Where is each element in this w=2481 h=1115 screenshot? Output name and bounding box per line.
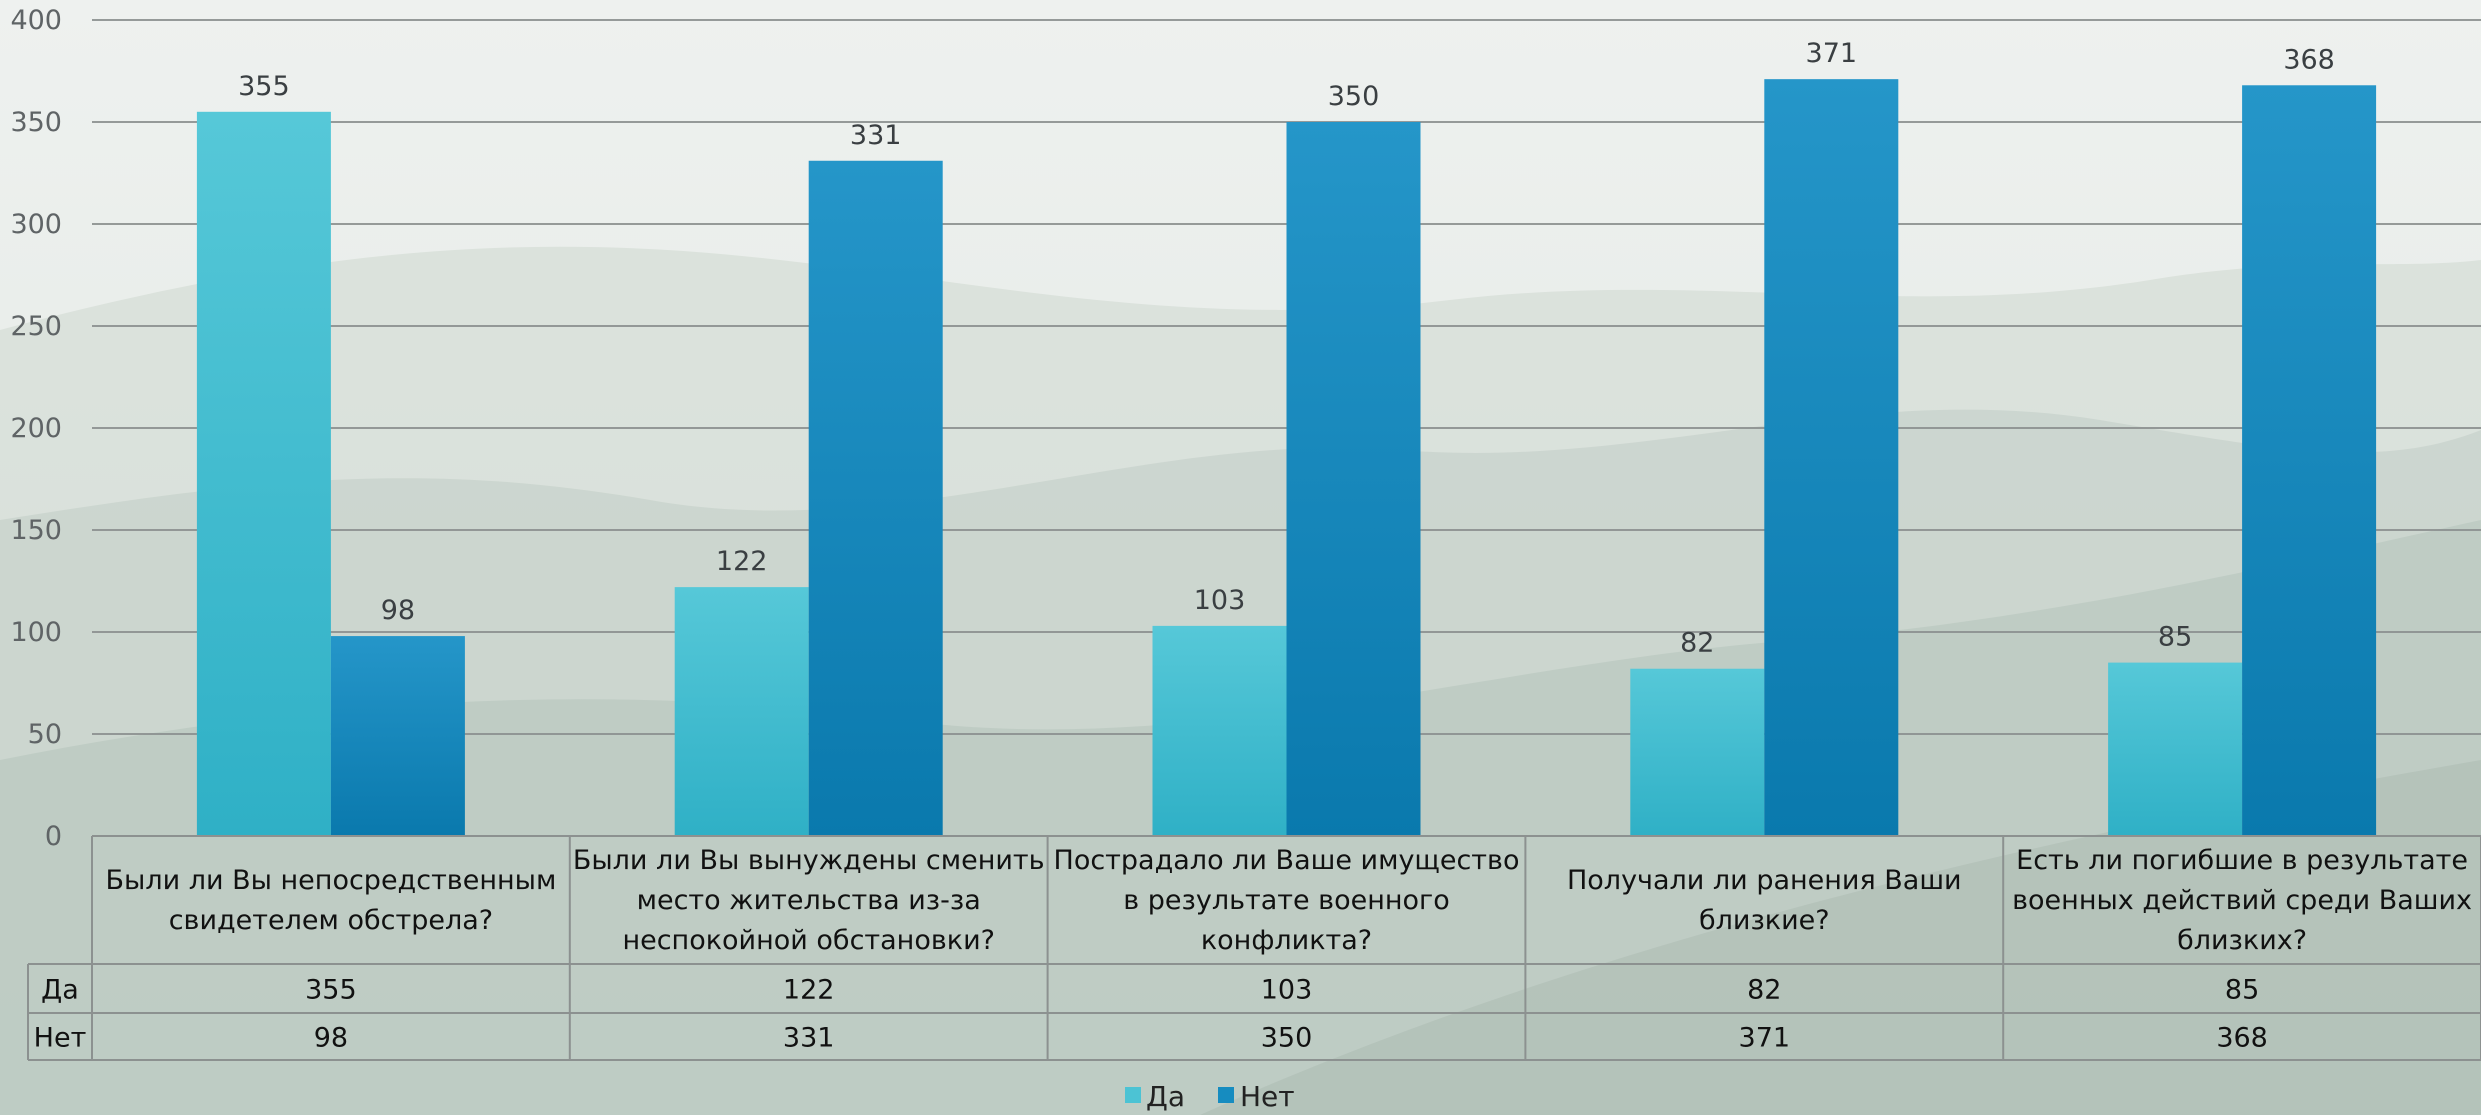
bar-net-5 <box>2242 85 2377 836</box>
category-label-4: Получали ли ранения Ваши близкие? <box>1567 865 1962 936</box>
y-tick-label-400: 400 <box>10 5 62 36</box>
data-table: Были ли Вы непосредственным свидетелем об… <box>27 835 2481 1061</box>
table-row-header-net: Нет <box>34 1023 87 1054</box>
data-label-da-1: 355 <box>238 71 290 102</box>
table-cell-da-2: 122 <box>783 975 835 1006</box>
bars <box>196 79 2377 837</box>
data-label-net-3: 350 <box>1328 81 1380 112</box>
y-tick-label-250: 250 <box>10 311 62 342</box>
table-cell-net-2: 331 <box>783 1023 835 1054</box>
table-cell-da-1: 355 <box>305 975 357 1006</box>
table-cell-da-5: 85 <box>2225 975 2259 1006</box>
y-tick-label-200: 200 <box>10 413 62 444</box>
category-label-1: Были ли Вы непосредственным свидетелем об… <box>105 865 556 936</box>
y-tick-label-50: 50 <box>28 719 62 750</box>
table-cell-da-3: 103 <box>1261 975 1313 1006</box>
bar-da-3 <box>1152 625 1287 836</box>
legend-label-da: Да <box>1146 1080 1185 1113</box>
bar-net-3 <box>1286 122 1421 836</box>
data-labels: 355 122 103 82 85 98 331 350 371 368 <box>238 38 2335 659</box>
bar-da-5 <box>2108 662 2243 836</box>
table-cell-net-4: 371 <box>1739 1023 1791 1054</box>
y-tick-label-350: 350 <box>10 107 62 138</box>
data-label-da-3: 103 <box>1194 585 1246 616</box>
data-label-net-5: 368 <box>2283 44 2335 75</box>
bar-da-1 <box>196 111 331 837</box>
data-label-da-4: 82 <box>1680 628 1714 659</box>
y-tick-label-300: 300 <box>10 209 62 240</box>
legend-label-net: Нет <box>1240 1080 1295 1113</box>
bar-da-2 <box>674 587 809 836</box>
table-cell-net-5: 368 <box>2216 1023 2268 1054</box>
data-label-net-1: 98 <box>381 595 415 626</box>
y-tick-label-0: 0 <box>45 821 62 852</box>
category-label-3: Пострадало ли Ваше имущество в результате… <box>1054 845 1520 956</box>
category-label-5: Есть ли погибшие в результате военных дей… <box>2012 845 2472 956</box>
table-cell-net-1: 98 <box>314 1023 348 1054</box>
bar-net-1 <box>330 636 465 836</box>
data-label-da-5: 85 <box>2158 622 2192 653</box>
legend-swatch-da <box>1125 1087 1141 1103</box>
y-tick-label-150: 150 <box>10 515 62 546</box>
table-cell-net-3: 350 <box>1261 1023 1313 1054</box>
legend: Да Нет <box>1125 1080 1295 1113</box>
category-label-2: Были ли Вы вынуждены сменить место житель… <box>573 845 1045 956</box>
table-cell-da-4: 82 <box>1747 975 1781 1006</box>
data-label-net-4: 371 <box>1806 38 1858 69</box>
bar-net-4 <box>1764 79 1899 836</box>
data-label-da-2: 122 <box>716 546 768 577</box>
data-label-net-2: 331 <box>850 120 902 151</box>
legend-swatch-net <box>1218 1087 1234 1103</box>
bar-net-2 <box>808 160 943 836</box>
bar-da-4 <box>1630 668 1765 836</box>
table-row-header-da: Да <box>41 975 79 1006</box>
y-axis: 0 50 100 150 200 250 300 350 400 <box>10 5 62 852</box>
y-tick-label-100: 100 <box>10 617 62 648</box>
